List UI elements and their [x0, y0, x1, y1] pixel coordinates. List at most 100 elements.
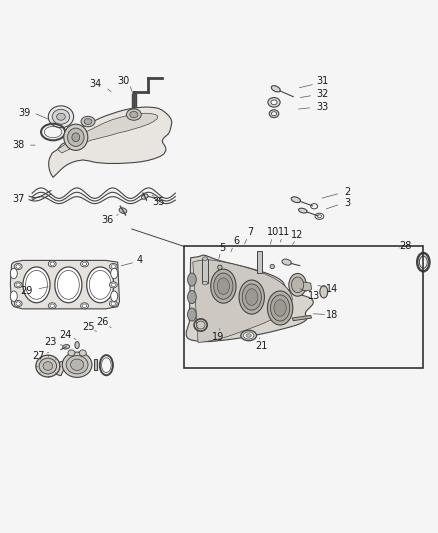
Text: 39: 39 — [18, 108, 31, 118]
Ellipse shape — [271, 100, 277, 105]
Text: 10: 10 — [268, 228, 280, 237]
Ellipse shape — [187, 308, 196, 321]
Ellipse shape — [62, 352, 92, 377]
Text: 36: 36 — [102, 215, 114, 225]
Ellipse shape — [111, 265, 116, 268]
Ellipse shape — [11, 291, 17, 302]
Polygon shape — [193, 260, 292, 343]
Ellipse shape — [111, 291, 118, 302]
Ellipse shape — [214, 273, 233, 299]
Text: 23: 23 — [45, 337, 57, 348]
Ellipse shape — [130, 111, 138, 118]
Text: 4: 4 — [137, 255, 143, 264]
Text: 29: 29 — [20, 286, 32, 296]
Text: 32: 32 — [317, 90, 329, 100]
Text: 24: 24 — [59, 329, 71, 340]
Text: 14: 14 — [326, 284, 339, 294]
Ellipse shape — [87, 267, 114, 303]
Ellipse shape — [64, 124, 88, 150]
Ellipse shape — [11, 268, 17, 279]
Ellipse shape — [268, 291, 293, 325]
Ellipse shape — [39, 358, 57, 374]
Text: 31: 31 — [317, 76, 329, 86]
Polygon shape — [292, 316, 311, 321]
Ellipse shape — [50, 262, 54, 265]
Ellipse shape — [274, 300, 286, 316]
Ellipse shape — [218, 265, 222, 270]
Ellipse shape — [110, 263, 117, 270]
Text: 27: 27 — [32, 351, 45, 360]
Ellipse shape — [63, 345, 70, 349]
Text: 19: 19 — [212, 332, 224, 342]
Ellipse shape — [66, 356, 88, 374]
Polygon shape — [11, 261, 120, 309]
Ellipse shape — [127, 109, 141, 120]
Text: 30: 30 — [118, 76, 130, 85]
Text: 12: 12 — [291, 230, 304, 240]
Ellipse shape — [48, 106, 74, 128]
Ellipse shape — [246, 289, 258, 305]
Ellipse shape — [289, 273, 306, 296]
Ellipse shape — [187, 273, 196, 286]
Ellipse shape — [82, 304, 87, 308]
Ellipse shape — [242, 284, 261, 310]
Text: 3: 3 — [345, 198, 351, 208]
Ellipse shape — [299, 208, 307, 213]
Text: 26: 26 — [96, 317, 108, 327]
Ellipse shape — [81, 261, 88, 267]
Ellipse shape — [270, 264, 275, 269]
Ellipse shape — [272, 112, 277, 116]
Ellipse shape — [16, 265, 20, 268]
Text: 13: 13 — [308, 291, 320, 301]
Text: 33: 33 — [317, 102, 329, 112]
Ellipse shape — [14, 282, 22, 288]
Ellipse shape — [48, 303, 56, 309]
Text: 35: 35 — [152, 197, 165, 207]
Ellipse shape — [14, 263, 22, 270]
Ellipse shape — [291, 277, 304, 293]
Polygon shape — [94, 359, 97, 370]
Ellipse shape — [72, 133, 80, 142]
Text: 2: 2 — [345, 187, 351, 197]
Ellipse shape — [52, 109, 70, 124]
Ellipse shape — [36, 355, 60, 377]
Ellipse shape — [111, 283, 116, 287]
Ellipse shape — [244, 332, 254, 339]
Ellipse shape — [202, 281, 208, 285]
Text: 38: 38 — [12, 140, 24, 150]
Ellipse shape — [110, 282, 117, 288]
Ellipse shape — [16, 302, 20, 305]
Ellipse shape — [50, 304, 54, 308]
Ellipse shape — [67, 128, 84, 147]
Ellipse shape — [79, 350, 86, 356]
Ellipse shape — [16, 283, 20, 287]
Ellipse shape — [291, 197, 300, 203]
Bar — [184, 246, 424, 368]
Polygon shape — [186, 255, 313, 342]
Polygon shape — [54, 359, 92, 376]
Ellipse shape — [81, 303, 88, 309]
Text: 34: 34 — [90, 79, 102, 89]
Text: 18: 18 — [326, 310, 339, 320]
Ellipse shape — [217, 278, 230, 294]
Polygon shape — [257, 251, 262, 273]
Text: 28: 28 — [399, 240, 411, 251]
Ellipse shape — [81, 116, 95, 127]
Ellipse shape — [271, 86, 280, 92]
Ellipse shape — [111, 268, 118, 279]
Ellipse shape — [141, 194, 148, 199]
Ellipse shape — [241, 330, 257, 341]
Ellipse shape — [111, 302, 116, 305]
Text: 6: 6 — [233, 236, 240, 246]
Ellipse shape — [55, 267, 82, 303]
Ellipse shape — [68, 350, 75, 356]
Ellipse shape — [282, 259, 291, 265]
Ellipse shape — [14, 301, 22, 306]
Text: 7: 7 — [247, 228, 254, 237]
Text: 37: 37 — [12, 194, 25, 204]
Ellipse shape — [269, 110, 279, 118]
Ellipse shape — [23, 267, 50, 303]
Ellipse shape — [271, 295, 290, 321]
Polygon shape — [57, 113, 158, 153]
Ellipse shape — [320, 286, 328, 298]
